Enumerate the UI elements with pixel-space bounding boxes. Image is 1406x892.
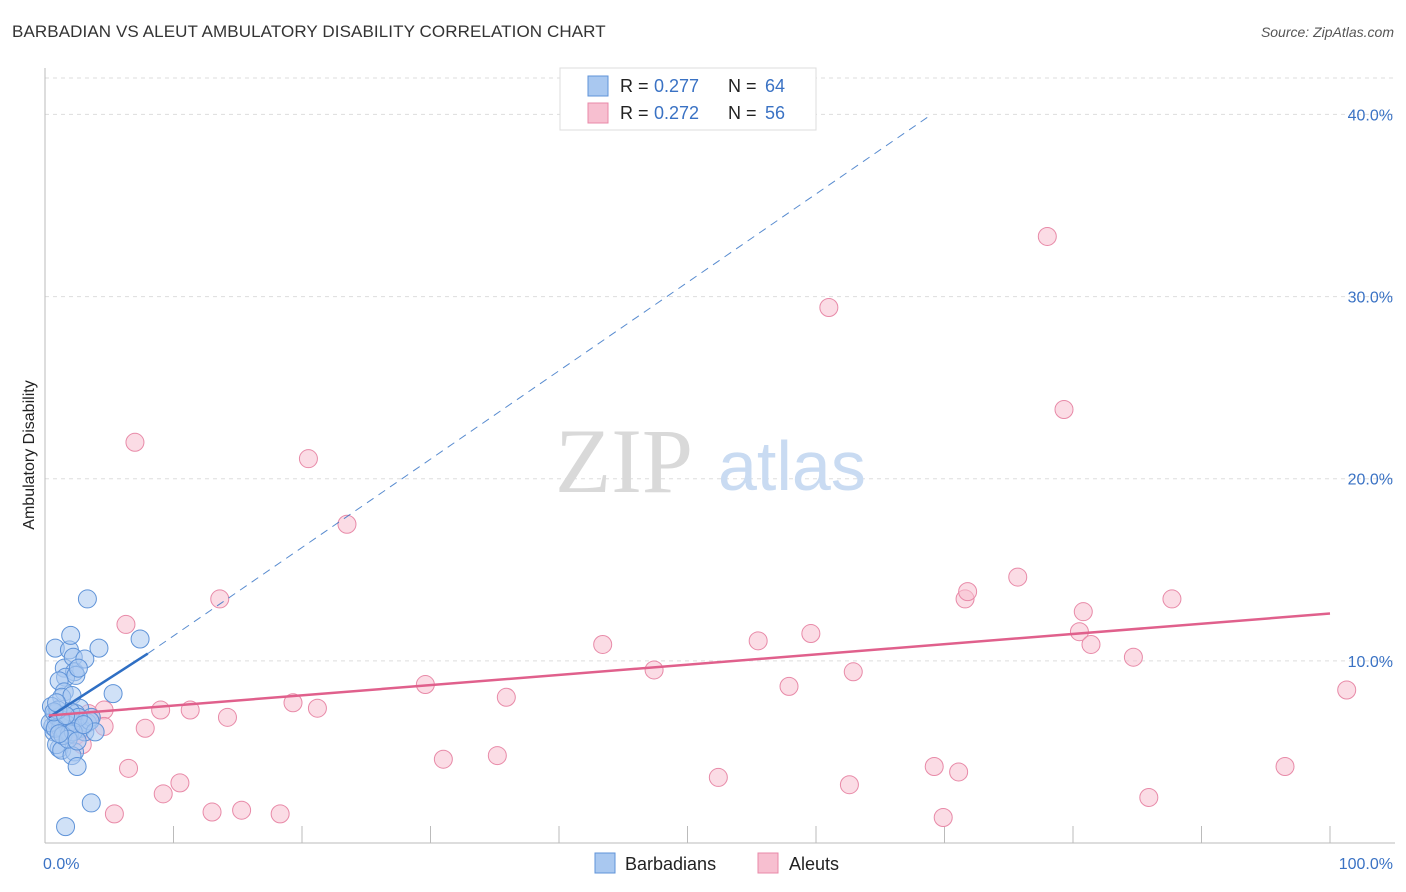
barbadian-point [81,793,101,813]
aleut-point [644,660,664,680]
aleut-point [819,298,839,317]
aleut-point [153,784,173,804]
barbadian-point [68,658,88,678]
barbadians-trend-solid [48,652,149,719]
aleut-point [779,676,799,696]
barbadian-point [74,715,94,735]
barbadian-point [89,638,109,658]
legend-r-value-2: 0.272 [654,103,699,123]
aleut-point [1162,589,1182,609]
aleut-point [1054,400,1074,419]
x-tick-label: 100.0% [1339,856,1393,873]
aleut-point [433,749,453,769]
aleut-point [232,800,252,820]
barbadian-point [77,589,97,609]
y-tick-label: 10.0% [1348,654,1393,671]
watermark-zip: ZIP [555,410,693,512]
aleut-point [958,582,978,602]
aleut-point [283,693,303,713]
aleut-point [307,698,327,718]
watermark-atlas: atlas [718,427,866,505]
aleut-point [104,804,124,824]
aleut-point [487,746,507,766]
aleut-point [116,614,136,634]
source-credit: Source: ZipAtlas.com [1260,24,1394,40]
barbadian-point [49,724,69,744]
aleut-point [298,449,318,469]
aleuts-points [50,226,1357,827]
aleut-point [270,804,290,824]
bottom-legend-aleuts: Aleuts [789,854,839,874]
aleut-point [748,631,768,651]
aleut-point [170,773,190,793]
aleut-point [924,757,944,776]
x-tick-label: 0.0% [43,856,79,873]
y-tick-label: 30.0% [1348,290,1393,307]
top-legend: R = 0.277 N = 64 R = 0.272 N = 56 [559,67,817,131]
aleut-point [217,707,237,727]
y-tick-label: 20.0% [1348,472,1393,489]
aleut-point [1337,680,1357,700]
bottom-legend-swatch-barbadians [594,852,616,874]
aleut-point [839,775,859,795]
axes [44,68,1395,844]
legend-n-label-2: N = [728,103,757,123]
y-tick-label: 40.0% [1348,107,1393,124]
y-axis-title: Ambulatory Disability [21,380,38,529]
legend-swatch-aleuts [587,102,609,124]
aleut-point [202,802,222,822]
aleut-point [1139,787,1159,807]
barbadian-point [130,629,150,649]
barbadian-point [56,817,76,837]
legend-swatch-barbadians [587,75,609,97]
aleut-point [801,624,821,644]
chart-title: BARBADIAN VS ALEUT AMBULATORY DISABILITY… [12,22,606,41]
aleut-point [843,662,863,682]
trend-lines [48,114,1331,719]
aleut-point [1275,757,1295,776]
aleut-point [125,432,145,452]
bottom-legend-swatch-aleuts [757,852,779,874]
barbadian-point [67,731,87,751]
legend-n-value-2: 56 [765,103,785,123]
barbadian-point [61,625,81,645]
aleut-point [1008,567,1028,587]
aleut-point [151,700,171,720]
aleut-point [1081,634,1101,654]
grid-lines [45,77,1395,662]
aleut-point [496,687,516,707]
barbadian-point [67,757,87,776]
x-tick-labels: 0.0% 100.0% [43,856,1393,873]
legend-r-label-1: R = [620,76,649,96]
barbadian-point [103,684,123,704]
aleuts-trend-solid [48,612,1331,717]
legend-n-label-1: N = [728,76,757,96]
aleut-point [1123,647,1143,667]
bottom-legend: Barbadians Aleuts [594,852,839,874]
legend-r-value-1: 0.277 [654,76,699,96]
aleut-point [1073,602,1093,622]
y-tick-labels: 10.0% 20.0% 30.0% 40.0% [1348,107,1393,670]
legend-n-value-1: 64 [765,76,785,96]
aleut-point [933,808,953,827]
legend-r-label-2: R = [620,103,649,123]
aleut-point [1037,226,1057,246]
bottom-legend-barbadians: Barbadians [625,854,716,874]
aleut-point [210,589,230,609]
aleut-point [135,718,155,738]
aleut-point [708,767,728,787]
aleut-point [949,762,969,782]
aleut-point [593,634,613,654]
watermark: ZIP atlas [555,410,866,512]
barbadians-trend-dashed [147,114,932,654]
aleut-point [337,514,357,534]
aleut-point [119,758,139,778]
